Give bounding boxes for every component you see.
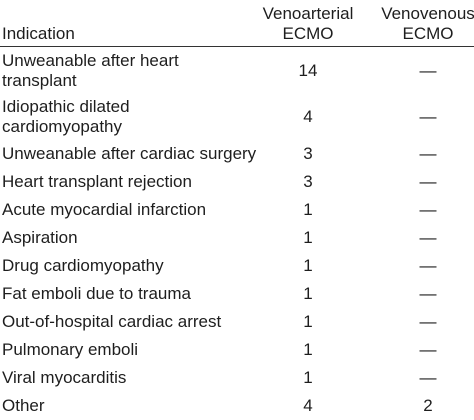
count: 1 (228, 340, 388, 360)
text-line: 1 (303, 256, 313, 275)
text-line: — (419, 256, 437, 275)
text-line: Aspiration (2, 228, 78, 247)
text-line: Drug cardiomyopathy (2, 256, 164, 275)
count: 2 (348, 396, 474, 416)
text-line: Viral myocarditis (2, 368, 127, 387)
indication: Idiopathic dilated cardiomyopathy (2, 97, 130, 137)
indication: Fat emboli due to trauma (2, 284, 191, 304)
indication: Heart transplant rejection (2, 172, 192, 192)
indication: Unweanable after cardiac surgery (2, 144, 256, 164)
text-line: Pulmonary emboli (2, 340, 139, 359)
text-line: Fat emboli due to trauma (2, 284, 191, 303)
text-line: 4 (303, 107, 313, 126)
text-line: ECMO (402, 24, 454, 43)
text-line: Unweanable after cardiac surgery (2, 144, 257, 163)
text-line: — (419, 107, 437, 126)
count: 3 (228, 172, 388, 192)
text-line: ECMO (282, 24, 334, 43)
count: — (348, 61, 474, 81)
indication: Pulmonary emboli (2, 340, 138, 360)
count: — (348, 172, 474, 192)
text-line: — (419, 228, 437, 247)
count: 4 (228, 107, 388, 127)
text-line: — (419, 144, 437, 163)
count: — (348, 312, 474, 332)
count: 1 (228, 228, 388, 248)
text-line: — (419, 200, 437, 219)
indication: Out-of-hospital cardiac arrest (2, 312, 221, 332)
count: 1 (228, 200, 388, 220)
text-line: — (419, 340, 437, 359)
count: 1 (228, 312, 388, 332)
count: 4 (228, 396, 388, 416)
text-line: 3 (303, 172, 313, 191)
text-line: Indication (2, 24, 75, 43)
text-line: — (419, 61, 437, 80)
count: — (348, 107, 474, 127)
text-line: 1 (303, 312, 313, 331)
text-line: 2 (423, 396, 433, 415)
count: — (348, 340, 474, 360)
count: — (348, 228, 474, 248)
text-line: — (419, 284, 437, 303)
count: — (348, 284, 474, 304)
count: 1 (228, 368, 388, 388)
text-line: Idiopathic dilated (2, 97, 130, 116)
text-line: — (419, 312, 437, 331)
text-line: Venoarterial (262, 4, 354, 23)
count: 1 (228, 256, 388, 276)
text-line: Other (2, 396, 45, 415)
indication: Viral myocarditis (2, 368, 126, 388)
text-line: — (419, 172, 437, 191)
text-line: transplant (2, 71, 77, 90)
text-line: Heart transplant rejection (2, 172, 192, 191)
count: 1 (228, 284, 388, 304)
text-line: 1 (303, 340, 313, 359)
text-line: — (419, 368, 437, 387)
count: — (348, 368, 474, 388)
header-cell: Venovenous ECMO (348, 4, 474, 44)
text-line: Unweanable after heart (2, 51, 179, 70)
text-line: 1 (303, 284, 313, 303)
count: — (348, 144, 474, 164)
header-cell: Venoarterial ECMO (228, 4, 388, 44)
count: 3 (228, 144, 388, 164)
text-line: 4 (303, 396, 313, 415)
indication: Drug cardiomyopathy (2, 256, 164, 276)
text-line: Out-of-hospital cardiac arrest (2, 312, 222, 331)
indication: Unweanable after heart transplant (2, 51, 179, 91)
text-line: 1 (303, 200, 313, 219)
indication: Acute myocardial infarction (2, 200, 206, 220)
text-line: cardiomyopathy (2, 117, 123, 136)
text-line: 1 (303, 368, 313, 387)
count: — (348, 256, 474, 276)
text-line: 3 (303, 144, 313, 163)
header-cell: Indication (2, 24, 75, 44)
text-line: 1 (303, 228, 313, 247)
indication: Aspiration (2, 228, 78, 248)
header-rule (0, 46, 474, 47)
count: 14 (228, 61, 388, 81)
indication: Other (2, 396, 45, 416)
text-line: 14 (298, 61, 318, 80)
text-line: Venovenous (381, 4, 474, 23)
count: — (348, 200, 474, 220)
text-line: Acute myocardial infarction (2, 200, 207, 219)
